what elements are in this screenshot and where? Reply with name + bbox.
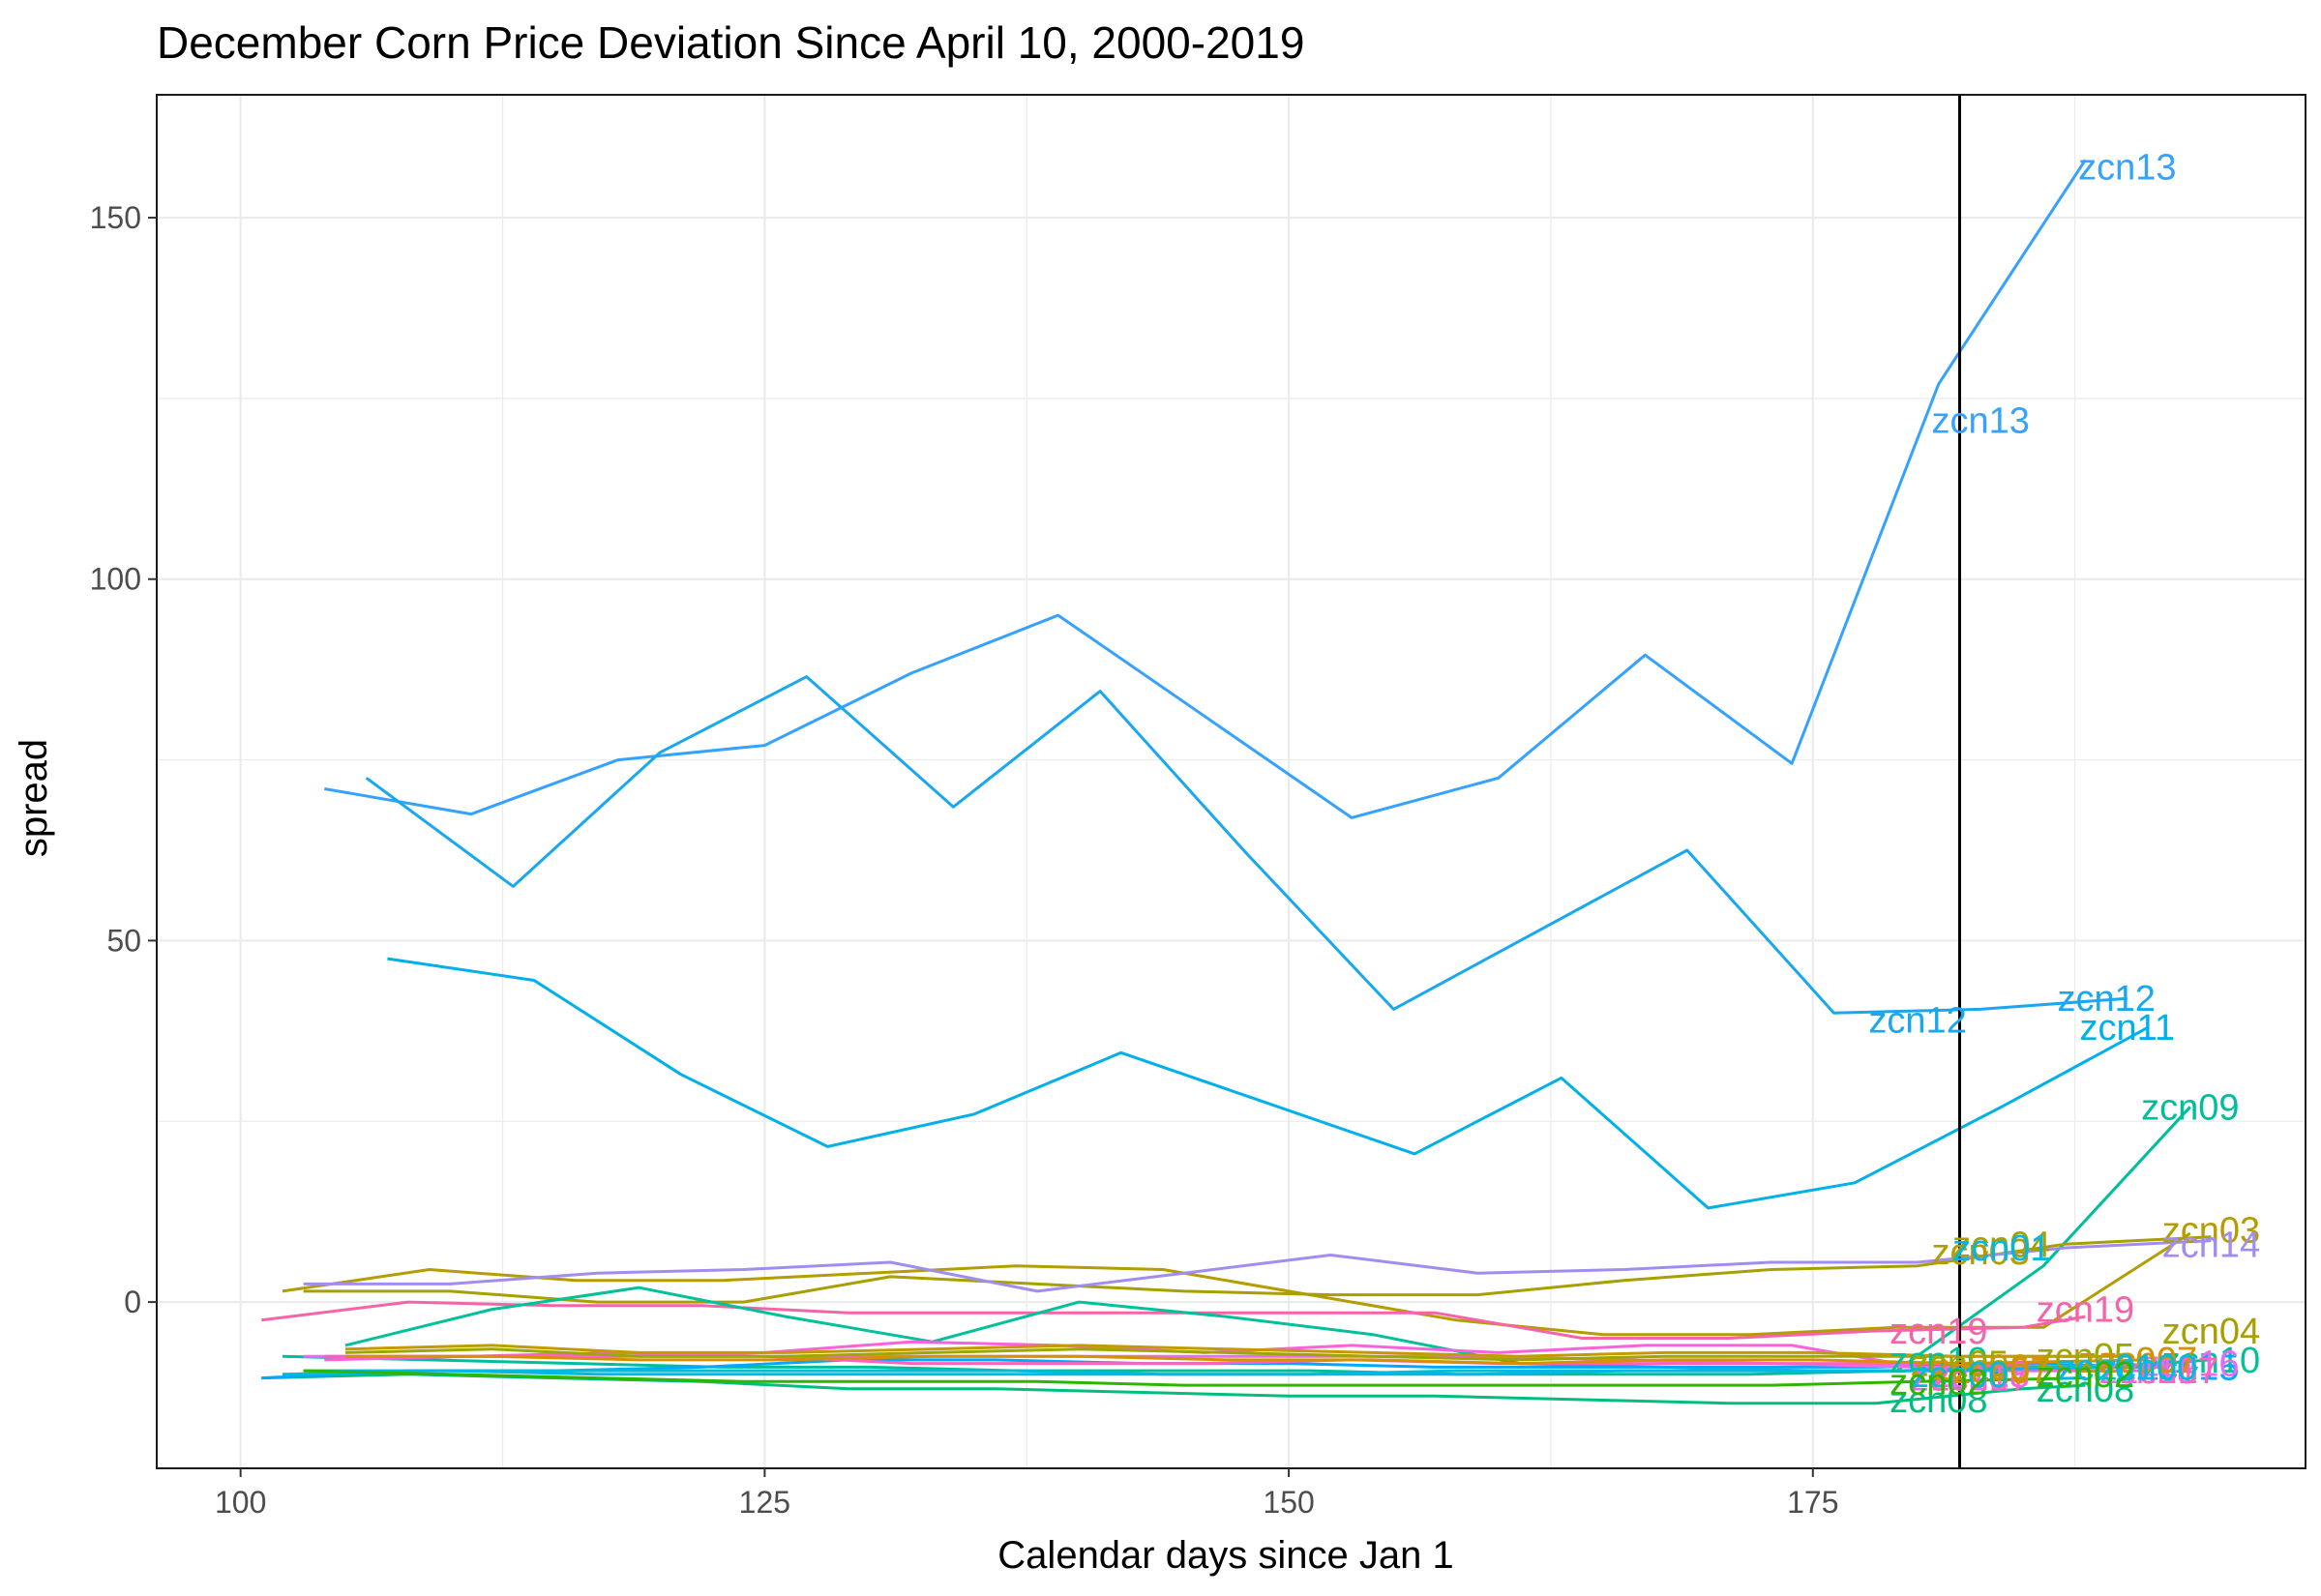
series-label-zcn04: zcn04: [2162, 1312, 2260, 1352]
x-axis-title: Calendar days since Jan 1: [997, 1534, 1453, 1577]
series-label-zcn19: zcn19: [1890, 1312, 1987, 1352]
series-label-zcn16: zcn16: [1911, 1359, 2009, 1400]
x-tick-label: 125: [739, 1485, 790, 1520]
series-label-zcn17: zcn17: [2120, 1351, 2217, 1392]
plot-panel-border: [156, 94, 2306, 1469]
series-label-zcn10: zcn10: [2162, 1341, 2260, 1381]
series-label-zcn03: zcn03: [1931, 1232, 2029, 1273]
series-label-zcn09: zcn09: [2141, 1087, 2239, 1128]
x-tick-label: 150: [1263, 1485, 1314, 1520]
series-label-zcn07: zcn07: [2099, 1341, 2197, 1381]
y-tick-label: 0: [124, 1285, 141, 1319]
series-label-zcn19: zcn19: [2037, 1290, 2134, 1331]
chart-title: December Corn Price Deviation Since Apri…: [157, 17, 1304, 68]
series-label-zcn02: zcn02: [2037, 1355, 2134, 1396]
series-label-zcn06: zcn06: [1931, 1347, 2029, 1388]
series-label-zcn12: zcn12: [1868, 1001, 1966, 1042]
series-label-zcn08: zcn08: [1890, 1380, 1987, 1421]
series-label-zcn15: zcn15: [2141, 1347, 2239, 1388]
series-label-zcn18: zcn18: [1931, 1355, 2029, 1396]
series-line-zcn04: [303, 1235, 2212, 1304]
series-label-zcn05: zcn05: [2037, 1337, 2134, 1377]
axis-ticks: 100 125 150 175 0 50 100 150: [90, 200, 1839, 1520]
series-line-zcn05: [344, 1347, 2086, 1362]
series-label-zcn11: zcn11: [2080, 1008, 2176, 1049]
series-label-zcn16: zcn16: [2141, 1345, 2239, 1385]
series-label-zcn08: zcn08: [2037, 1370, 2134, 1410]
y-tick-label: 50: [106, 923, 141, 958]
series-label-zcn13: zcn13: [2078, 148, 2176, 189]
series-line-zcn12: [365, 675, 2128, 1015]
series-label-zcn14: zcn14: [2162, 1225, 2260, 1265]
series-label-zcn10: zcn10: [1890, 1341, 1987, 1381]
series-line-zcn02: [303, 1369, 2086, 1387]
series-label-zcn01: zcn01: [1952, 1228, 2050, 1269]
series-line-zcn19: [261, 1300, 2086, 1340]
series-label-zcn17: zcn17: [1931, 1359, 2029, 1400]
series-label-zcn05: zcn05: [1911, 1345, 2009, 1385]
series-label-zcn02: zcn02: [1890, 1362, 1987, 1403]
series-line-zcn14: [303, 1239, 2212, 1293]
y-tick-label: 150: [90, 200, 141, 235]
series-label-zcn13: zcn13: [1931, 400, 2029, 441]
series-label-zcn15: zcn15: [1911, 1355, 2009, 1396]
series-label-zcn18: zcn18: [2099, 1351, 2197, 1392]
series-line-zcn06: [344, 1344, 2128, 1358]
y-tick-label: 100: [90, 562, 141, 597]
series-label-zcn03: zcn03: [2162, 1210, 2260, 1251]
grid-lines: [157, 95, 2306, 1468]
series-labels: zcn13zcn13zcn12zcn12zcn11zcn09zcn03zcn03…: [1868, 148, 2260, 1421]
series-line-zcn11: [387, 957, 2150, 1210]
series-label-zcn00: zcn00: [1911, 1355, 2009, 1396]
series-label-zcn00: zcn00: [2099, 1347, 2197, 1388]
y-axis-title: spread: [13, 739, 55, 857]
series-line-zcn03: [282, 1231, 2191, 1337]
series-lines: [261, 159, 2212, 1405]
series-label-zcn07: zcn07: [1952, 1351, 2050, 1392]
series-label-zcn12: zcn12: [2057, 979, 2155, 1020]
series-label-zcn04: zcn04: [1952, 1225, 2050, 1265]
series-line-zcn07: [345, 1354, 2149, 1366]
x-tick-label: 100: [215, 1485, 266, 1520]
series-label-zcn01: zcn01: [2057, 1347, 2155, 1388]
series-line-zcn01: [303, 1365, 2107, 1376]
x-tick-label: 175: [1787, 1485, 1838, 1520]
series-label-zcn06: zcn06: [2078, 1341, 2176, 1381]
series-line-zcn13: [324, 159, 2087, 819]
